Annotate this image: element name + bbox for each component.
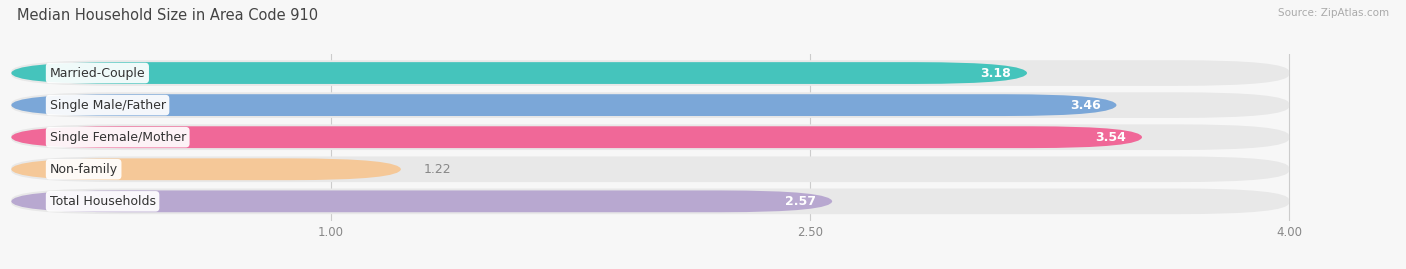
Text: 1.22: 1.22 [423,163,451,176]
FancyBboxPatch shape [11,189,1289,214]
FancyBboxPatch shape [11,94,1116,116]
FancyBboxPatch shape [11,60,1289,86]
Text: 2.57: 2.57 [786,195,817,208]
Text: Median Household Size in Area Code 910: Median Household Size in Area Code 910 [17,8,318,23]
Text: 3.54: 3.54 [1095,131,1126,144]
Text: Single Female/Mother: Single Female/Mother [49,131,186,144]
Text: Total Households: Total Households [49,195,156,208]
Text: Single Male/Father: Single Male/Father [49,99,166,112]
FancyBboxPatch shape [11,124,1289,150]
FancyBboxPatch shape [11,157,1289,182]
Text: Source: ZipAtlas.com: Source: ZipAtlas.com [1278,8,1389,18]
FancyBboxPatch shape [11,126,1142,148]
Text: Married-Couple: Married-Couple [49,66,145,80]
FancyBboxPatch shape [11,158,401,180]
Text: 3.46: 3.46 [1070,99,1101,112]
FancyBboxPatch shape [11,190,832,212]
Text: Non-family: Non-family [49,163,118,176]
FancyBboxPatch shape [11,92,1289,118]
FancyBboxPatch shape [11,62,1028,84]
Text: 3.18: 3.18 [980,66,1011,80]
